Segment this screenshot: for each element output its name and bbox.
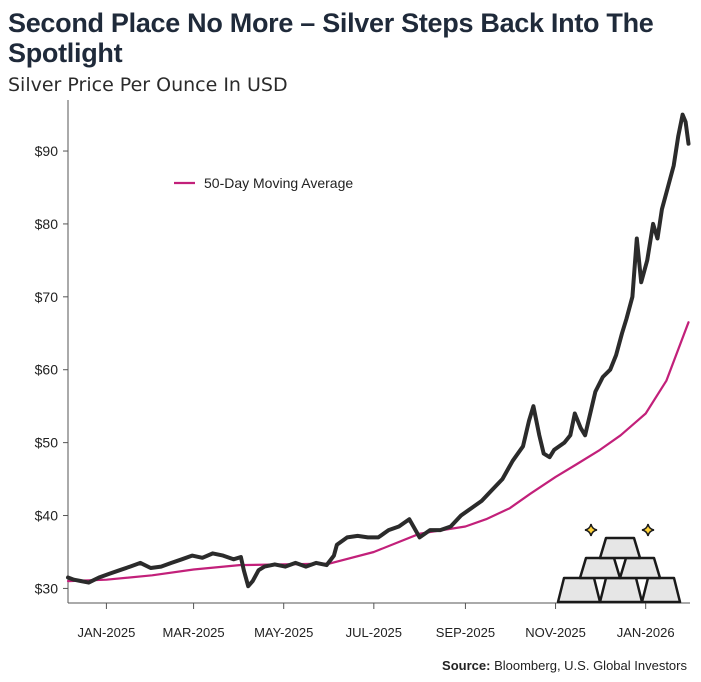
x-tick-label: MAY-2025 bbox=[254, 625, 313, 640]
silver-bar bbox=[640, 576, 682, 604]
silver-bar bbox=[618, 556, 662, 580]
x-tick-label: JAN-2026 bbox=[617, 625, 675, 640]
silver-bar bbox=[598, 576, 644, 604]
silver-bar bbox=[556, 576, 602, 604]
y-tick-label: $70 bbox=[35, 289, 59, 305]
y-tick-label: $60 bbox=[35, 362, 59, 378]
x-tick-label: MAR-2025 bbox=[163, 625, 225, 640]
y-tick-label: $80 bbox=[35, 216, 59, 232]
source-note: Source: Bloomberg, U.S. Global Investors bbox=[442, 658, 687, 673]
source-text: Bloomberg, U.S. Global Investors bbox=[494, 658, 687, 673]
plot-area bbox=[66, 112, 691, 589]
x-tick-label: NOV-2025 bbox=[525, 625, 586, 640]
y-axis: $30 $40 $50 $60 $70 $80 $90 bbox=[35, 100, 69, 603]
y-tick-label: $90 bbox=[35, 143, 59, 159]
source-label: Source: bbox=[442, 658, 491, 673]
y-tick-label: $40 bbox=[35, 508, 59, 524]
y-tick-label: $50 bbox=[35, 435, 59, 451]
x-axis: JAN-2025 MAR-2025 MAY-2025 JUL-2025 SEP-2025… bbox=[68, 602, 690, 640]
silver-bar bbox=[598, 536, 642, 560]
x-tick-label: JUL-2025 bbox=[346, 625, 402, 640]
silver-bar bbox=[578, 556, 622, 580]
sparkle-icon bbox=[584, 523, 598, 537]
sparkle-icon bbox=[641, 523, 655, 537]
chart-title: Second Place No More – Silver Steps Back… bbox=[8, 8, 654, 68]
moving-average-line bbox=[66, 321, 690, 583]
y-tick-label: $30 bbox=[35, 580, 59, 596]
legend-label-moving-average: 50-Day Moving Average bbox=[204, 175, 353, 191]
silver-price-chart: $30 $40 $50 $60 $70 $80 $90 JAN-2025 MAR-2025 MA… bbox=[35, 100, 691, 640]
chart-subtitle: Silver Price Per Ounce In USD bbox=[8, 74, 288, 96]
x-tick-label: SEP-2025 bbox=[436, 625, 495, 640]
silver-bars-icon bbox=[556, 523, 682, 604]
x-tick-label: JAN-2025 bbox=[78, 625, 136, 640]
price-line bbox=[66, 112, 691, 589]
legend: 50-Day Moving Average bbox=[174, 175, 353, 191]
